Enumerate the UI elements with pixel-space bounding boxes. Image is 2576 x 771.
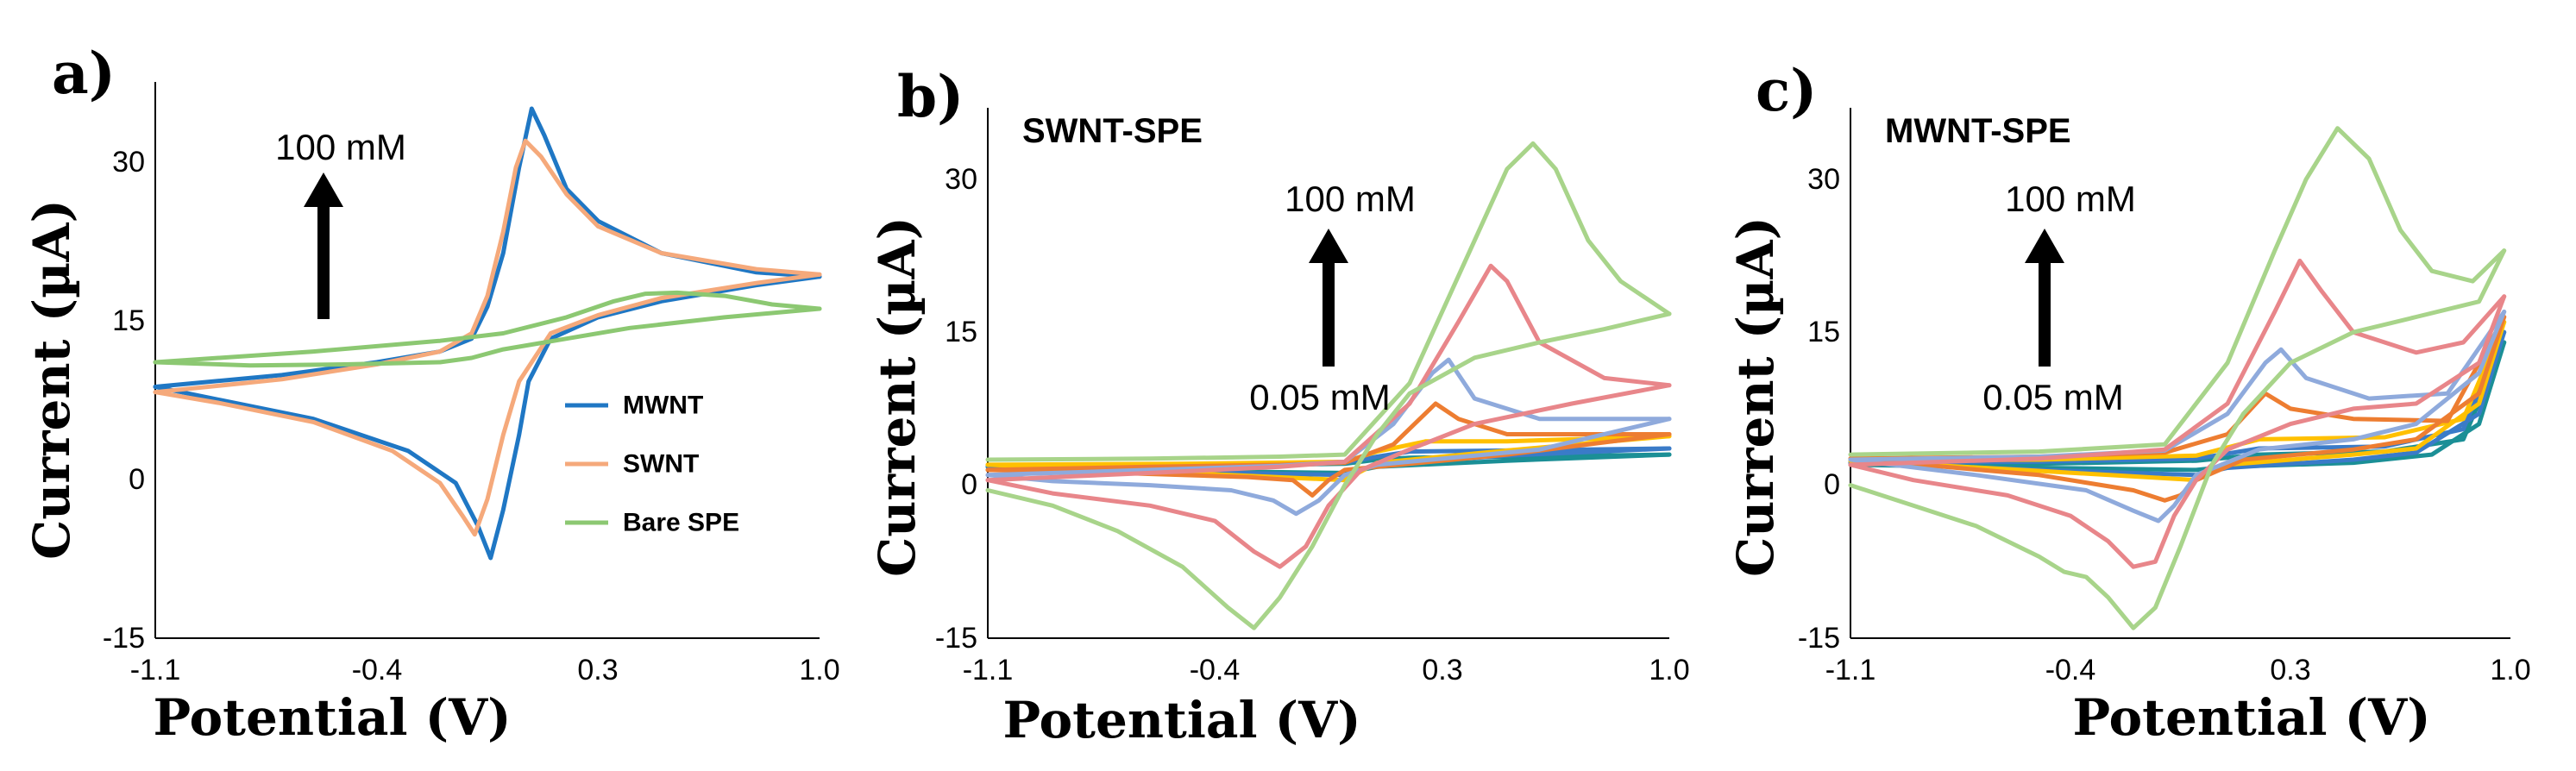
legend-label: MWNT (623, 392, 703, 420)
y-axis-title: Current (µA) (22, 199, 81, 560)
x-tick-label: 0.3 (1422, 654, 1462, 686)
y-tick-label: 30 (112, 146, 145, 179)
cv-curve-series-6-forward (985, 141, 1672, 462)
series-layer (153, 106, 822, 561)
y-axis-title: Current (µA) (868, 216, 927, 577)
cv-curve-bare-spe-forward (153, 290, 822, 365)
panel-label: b) (897, 63, 964, 130)
arrow-top-label: 100 mM (1285, 179, 1416, 219)
y-tick-label: -15 (103, 622, 145, 655)
arrow-top-label: 100 mM (275, 127, 406, 167)
x-tick-label: -0.4 (1190, 654, 1241, 686)
x-tick-label: 1.0 (799, 654, 839, 686)
y-tick-label: 0 (129, 463, 145, 496)
x-tick-label: -1.1 (1825, 654, 1876, 686)
y-ticks: -15 0 15 30 (1798, 163, 1840, 655)
x-tick-label: 0.3 (2270, 654, 2310, 686)
panel-a: a) Current (µA) Potential (V) -15 0 15 3… (22, 40, 840, 747)
concentration-arrow (304, 172, 343, 319)
cv-curve-series-5-reverse (1848, 294, 2507, 569)
legend-label: SWNT (623, 450, 699, 479)
arrow-top-label: 100 mM (2005, 179, 2136, 219)
arrow-bottom-label: 0.05 mM (1249, 377, 1390, 417)
y-axis-title: Current (µA) (1726, 216, 1785, 577)
y-tick-label: 0 (1824, 468, 1840, 501)
cv-curve-series-3-forward (1848, 315, 2507, 461)
cv-curve-swnt-reverse (153, 272, 822, 537)
cv-curve-series-6-reverse (1848, 248, 2507, 630)
cv-curve-series-6-reverse (985, 311, 1672, 630)
y-tick-label: -15 (935, 622, 977, 655)
legend: MWNT SWNT Bare SPE (565, 392, 739, 537)
cv-curve-series-5-reverse (985, 383, 1672, 569)
x-tick-label: -1.1 (963, 654, 1014, 686)
panel-c: c) MWNT-SPE Current (µA) Potential (V) -… (1726, 57, 2531, 747)
arrow-bottom-label: 0.05 mM (1982, 377, 2123, 417)
x-axis-title: Potential (V) (2072, 688, 2430, 747)
cv-curve-mwnt-forward (153, 106, 822, 389)
x-ticks: -1.1 -0.4 0.3 1.0 (1825, 654, 2531, 686)
cv-curve-series-4-reverse (1848, 310, 2507, 523)
cv-curve-series-5-forward (1848, 258, 2507, 467)
x-tick-label: -0.4 (2045, 654, 2096, 686)
series-layer (1848, 126, 2507, 630)
inset-title: SWNT-SPE (1022, 112, 1203, 150)
x-axis-title: Potential (V) (153, 688, 511, 747)
cv-curve-series-3-forward (985, 401, 1672, 473)
inset-title: MWNT-SPE (1885, 112, 2071, 150)
cv-curve-series-2-reverse (1848, 319, 2507, 483)
y-tick-label: 15 (1807, 316, 1840, 348)
panel-b: b) SWNT-SPE Current (µA) Potential (V) -… (868, 63, 1690, 749)
y-tick-label: 30 (1807, 163, 1840, 196)
panel-label: c) (1756, 57, 1817, 124)
y-tick-label: -15 (1798, 622, 1840, 655)
x-tick-label: -1.1 (130, 654, 181, 686)
y-tick-label: 30 (945, 163, 977, 196)
arrow-head (1309, 229, 1348, 263)
y-tick-label: 15 (112, 304, 145, 337)
cv-curve-mwnt-reverse (153, 274, 822, 561)
x-ticks: -1.1 -0.4 0.3 1.0 (963, 654, 1690, 686)
cv-curve-swnt-forward (153, 138, 822, 395)
x-tick-label: 0.3 (577, 654, 618, 686)
y-tick-label: 0 (961, 468, 977, 501)
arrow-head (2025, 229, 2064, 263)
series-layer (985, 141, 1672, 630)
y-ticks: -15 0 15 30 (103, 146, 145, 655)
cv-curve-series-4-forward (1848, 310, 2507, 462)
cv-curve-series-4-reverse (985, 417, 1672, 517)
x-tick-label: 1.0 (2490, 654, 2530, 686)
concentration-arrow (2025, 229, 2064, 367)
arrow-head (304, 172, 343, 207)
concentration-arrow (1309, 229, 1348, 367)
legend-label: Bare SPE (623, 509, 739, 537)
x-tick-label: -0.4 (352, 654, 403, 686)
cv-curve-bare-spe-reverse (153, 306, 822, 368)
y-ticks: -15 0 15 30 (935, 163, 977, 655)
x-axis-title: Potential (V) (1002, 691, 1360, 749)
cv-curve-series-6-forward (1848, 126, 2507, 457)
cv-curve-series-5-forward (985, 263, 1672, 483)
x-ticks: -1.1 -0.4 0.3 1.0 (130, 654, 840, 686)
panel-label: a) (52, 40, 116, 107)
y-tick-label: 15 (945, 316, 977, 348)
x-tick-label: 1.0 (1649, 654, 1689, 686)
